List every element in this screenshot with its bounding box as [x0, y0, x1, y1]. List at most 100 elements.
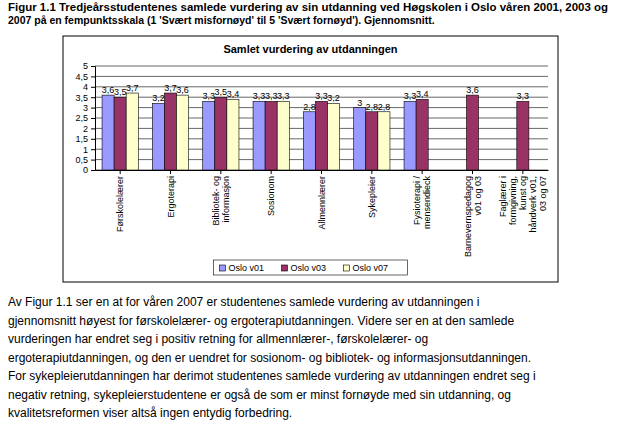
x-tick-mark — [422, 170, 423, 174]
y-axis-line — [91, 67, 96, 171]
x-tick-label-line: informasjon — [221, 176, 231, 223]
y-tick-label: 1 — [83, 145, 88, 155]
data-label: 3 — [357, 98, 362, 108]
y-tick-mark — [91, 118, 95, 119]
bar — [517, 101, 529, 170]
x-tick-label: Førskolelærer — [115, 176, 125, 232]
x-tick-label-line: Barnevernspedagog — [463, 176, 473, 257]
x-tick-mark — [271, 170, 272, 174]
data-label: 3,7 — [164, 83, 177, 93]
paragraph-line: vurderingen har endret seg i positiv ret… — [8, 332, 428, 346]
legend-swatch — [282, 265, 288, 271]
y-tick-mark — [91, 170, 95, 171]
legend-label: Oslo v03 — [291, 263, 327, 273]
bars — [102, 93, 529, 170]
y-tick-label: 0,5 — [75, 155, 88, 165]
x-tick-label-line: Sykepleier — [367, 176, 377, 218]
y-tick: 3 — [83, 103, 95, 113]
data-label: 3,7 — [126, 83, 139, 93]
x-tick-label: Sykepleier — [367, 176, 377, 218]
y-tick: 4 — [83, 82, 95, 92]
bar — [164, 93, 176, 170]
data-label: 3,3 — [265, 91, 278, 101]
y-tick-label: 4 — [83, 82, 88, 92]
paragraph-line: gjennomsnitt høyest for førskolelærer- o… — [8, 314, 514, 328]
x-tick-label-line: Sosionom — [266, 176, 276, 216]
y-tick-label: 0 — [83, 165, 88, 175]
x-tick-label-line: mensendieck — [422, 176, 432, 230]
x-tick-mark — [321, 170, 322, 174]
bar — [378, 112, 390, 170]
paragraph-line: For sykepleierutdanningen har derimot st… — [8, 369, 536, 383]
y-tick: 4,5 — [75, 72, 95, 82]
y-tick-mark — [91, 97, 95, 98]
data-label: 3,4 — [416, 89, 429, 99]
legend-swatch — [344, 265, 350, 271]
y-tick: 2,5 — [75, 113, 95, 123]
y-tick-mark — [91, 139, 95, 140]
bar — [227, 99, 239, 170]
paragraph-line: Av Figur 1.1 ser en at for våren 2007 er… — [8, 295, 479, 309]
caption: 2007 på en fempunktsskala (1 'Svært misf… — [8, 14, 435, 26]
y-tick-label: 3,5 — [75, 93, 88, 103]
x-tick-mark — [120, 170, 121, 174]
y-axis: 00,511,522,533,544,55 — [75, 61, 95, 175]
x-tick-label: Ergoterapi — [166, 176, 176, 218]
y-tick-label: 1,5 — [75, 134, 88, 144]
legend-swatch — [220, 265, 226, 271]
x-tick-label: Faglærer iformgivning,kunst oghåndverk v… — [498, 176, 548, 233]
y-tick-mark — [91, 87, 95, 88]
bar — [215, 97, 227, 170]
grid-line — [95, 76, 548, 77]
data-label: 2,8 — [366, 102, 379, 112]
x-tick-label: Fysioterapi /mensendieck — [412, 176, 432, 230]
x-tick-label-line: Fysioterapi / — [412, 176, 422, 226]
data-label: 3,3 — [517, 91, 530, 101]
x-tick-label-line: v01 og 03 — [473, 176, 483, 216]
bar — [404, 101, 416, 170]
y-tick: 1 — [83, 145, 95, 155]
bar — [416, 99, 428, 170]
data-label: 3,6 — [102, 85, 115, 95]
y-tick-mark — [91, 160, 95, 161]
data-label: 3,6 — [466, 85, 479, 95]
x-tick-mark — [170, 170, 171, 174]
y-tick-mark — [91, 66, 95, 67]
data-label: 3,5 — [114, 87, 127, 97]
x-tick-mark — [371, 170, 372, 174]
x-tick-label: Bibliotek- oginformasjon — [211, 176, 231, 226]
bar — [177, 95, 189, 170]
data-label: 3,4 — [227, 89, 240, 99]
bar — [366, 112, 378, 170]
bar — [277, 101, 289, 170]
x-tick-label: Allmennlærer — [317, 176, 327, 230]
bar — [303, 112, 315, 170]
x-axis: Førskolelærer Ergoterapi Bibliotek- oginfo… — [96, 170, 549, 257]
data-label: 3,6 — [176, 85, 189, 95]
x-tick-label-line: 03 og 07 — [538, 176, 548, 211]
bar — [265, 101, 277, 170]
x-tick: Barnevernspedagogv01 og 03 — [463, 170, 483, 257]
paragraph-line: kvalitetsreformen viser altså ingen enty… — [8, 406, 292, 420]
y-tick: 3,5 — [75, 93, 95, 103]
chart-frame — [63, 36, 558, 282]
data-label: 2,8 — [378, 102, 391, 112]
y-tick-label: 2,5 — [75, 113, 88, 123]
bar — [328, 103, 340, 170]
y-tick: 5 — [83, 61, 95, 71]
page: Figur 1.1 Tredjeårsstudentenes samlede v… — [0, 0, 617, 434]
data-label: 3,3 — [277, 91, 290, 101]
y-tick-mark — [91, 76, 95, 77]
x-tick: Bibliotek- oginformasjon — [211, 170, 231, 226]
y-tick: 2 — [83, 124, 95, 134]
bar — [152, 103, 164, 170]
caption: Figur 1.1 Tredjeårsstudentenes samlede v… — [8, 1, 608, 13]
y-tick-label: 3 — [83, 103, 88, 113]
x-tick-label-line: Faglærer i — [498, 176, 508, 217]
data-label: 3,3 — [315, 91, 328, 101]
y-tick: 0 — [83, 165, 95, 175]
y-tick-mark — [91, 128, 95, 129]
x-tick: Sosionom — [266, 170, 276, 216]
y-tick: 1,5 — [75, 134, 95, 144]
data-label: 3,3 — [404, 91, 417, 101]
